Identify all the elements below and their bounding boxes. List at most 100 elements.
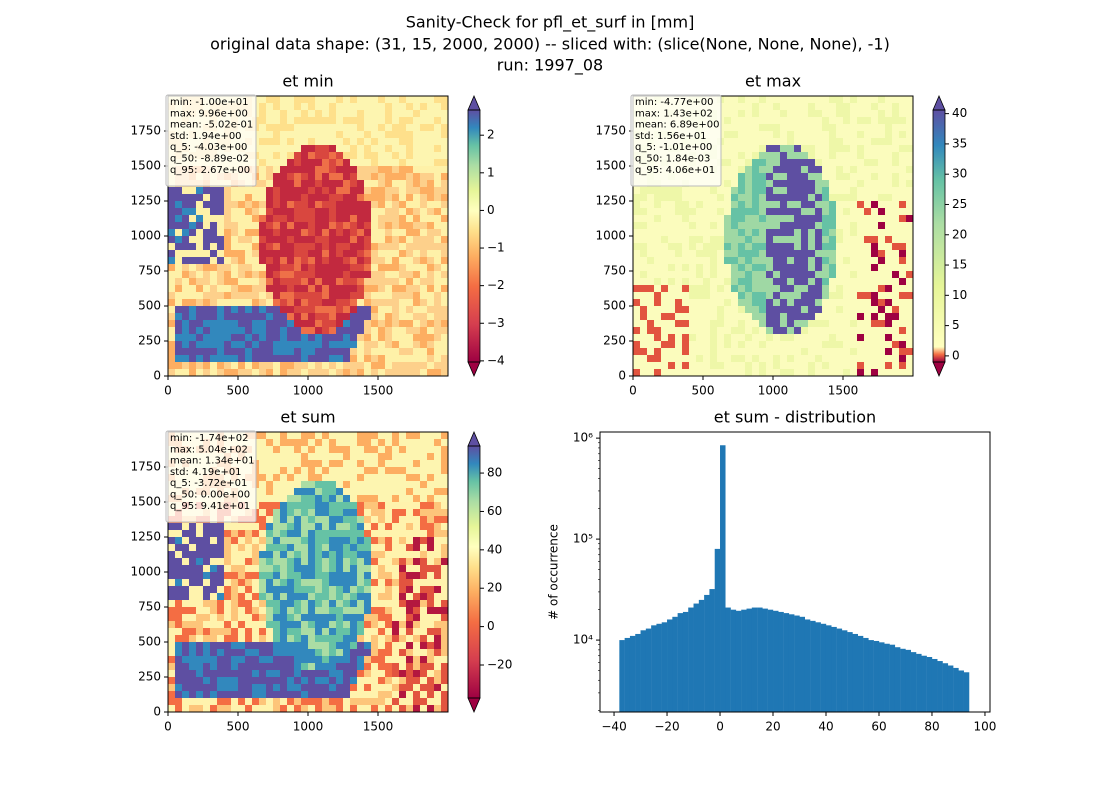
heatmap-cell	[420, 642, 428, 650]
heatmap-cell	[343, 607, 351, 615]
heatmap-cell	[378, 558, 386, 566]
heatmap-cell	[280, 467, 288, 475]
heatmap-cell	[829, 285, 837, 293]
heatmap-cell	[378, 572, 386, 580]
heatmap-cell	[815, 292, 823, 300]
heatmap-cell	[273, 537, 281, 545]
heatmap-cell	[857, 278, 865, 286]
heatmap-cell	[280, 271, 288, 279]
heatmap-cell	[864, 229, 872, 237]
y-tick-label: 0	[153, 369, 161, 383]
heatmap-cell	[780, 173, 788, 181]
heatmap-cell	[654, 250, 662, 258]
heatmap-cell	[175, 320, 183, 328]
heatmap-cell	[231, 271, 239, 279]
heatmap-cell	[850, 124, 858, 132]
heatmap-cell	[168, 614, 176, 622]
heatmap-cell	[794, 166, 802, 174]
heatmap-cell	[336, 446, 344, 454]
heatmap-cell	[350, 453, 358, 461]
heatmap-cell	[441, 285, 449, 293]
heatmap-cell	[280, 572, 288, 580]
heatmap-cell	[633, 313, 641, 321]
heatmap-cell	[378, 705, 386, 713]
heatmap-cell	[329, 642, 337, 650]
heatmap-cell	[203, 600, 211, 608]
heatmap-cell	[378, 138, 386, 146]
heatmap-cell	[399, 614, 407, 622]
heatmap-cell	[829, 369, 837, 377]
heatmap-cell	[329, 229, 337, 237]
heatmap-cell	[675, 187, 683, 195]
heatmap-cell	[766, 341, 774, 349]
heatmap-cell	[266, 236, 274, 244]
heatmap-cell	[266, 117, 274, 125]
heatmap-cell	[871, 299, 879, 307]
heatmap-cell	[350, 96, 358, 104]
heatmap-cell	[885, 271, 893, 279]
heatmap-cell	[836, 117, 844, 125]
heatmap-cell	[182, 670, 190, 678]
heatmap-cell	[322, 530, 330, 538]
heatmap-cell	[420, 257, 428, 265]
heatmap-cell	[322, 523, 330, 531]
heatmap-cell	[364, 124, 372, 132]
heatmap-cell	[189, 320, 197, 328]
heatmap-cell	[259, 124, 267, 132]
heatmap-cell	[413, 705, 421, 713]
heatmap-cell	[196, 558, 204, 566]
heatmap-cell	[427, 670, 435, 678]
heatmap-cell	[850, 292, 858, 300]
heatmap-cell	[245, 334, 253, 342]
heatmap-cell	[280, 642, 288, 650]
heatmap-cell	[871, 264, 879, 272]
heatmap-cell	[238, 292, 246, 300]
heatmap-cell	[441, 369, 449, 377]
heatmap-cell	[252, 537, 260, 545]
heatmap-cell	[336, 467, 344, 475]
heatmap-cell	[336, 432, 344, 440]
heatmap-cell	[773, 124, 781, 132]
heatmap-cell	[885, 257, 893, 265]
heatmap-cell	[906, 201, 914, 209]
heatmap-cell	[315, 362, 323, 370]
heatmap-cell	[168, 705, 176, 713]
histogram-bar	[640, 630, 647, 712]
x-tick-label: 1000	[758, 384, 789, 398]
heatmap-cell	[406, 600, 414, 608]
heatmap-cell	[892, 348, 900, 356]
heatmap-cell	[808, 334, 816, 342]
heatmap-cell	[892, 306, 900, 314]
heatmap-cell	[640, 278, 648, 286]
heatmap-cell	[385, 110, 393, 118]
heatmap-cell	[280, 348, 288, 356]
heatmap-cell	[252, 285, 260, 293]
heatmap-cell	[850, 327, 858, 335]
heatmap-cell	[413, 292, 421, 300]
heatmap-cell	[343, 565, 351, 573]
heatmap-cell	[238, 208, 246, 216]
heatmap-cell	[843, 257, 851, 265]
heatmap-cell	[420, 572, 428, 580]
heatmap-cell	[745, 313, 753, 321]
heatmap-cell	[378, 551, 386, 559]
heatmap-cell	[315, 502, 323, 510]
heatmap-cell	[392, 362, 400, 370]
heatmap-cell	[280, 495, 288, 503]
heatmap-cell	[892, 222, 900, 230]
heatmap-cell	[301, 250, 309, 258]
heatmap-cell	[759, 131, 767, 139]
heatmap-cell	[441, 677, 449, 685]
heatmap-cell	[308, 593, 316, 601]
heatmap-cell	[189, 271, 197, 279]
heatmap-cell	[252, 642, 260, 650]
heatmap-cell	[406, 159, 414, 167]
heatmap-cell	[231, 698, 239, 706]
heatmap-cell	[766, 117, 774, 125]
heatmap-cell	[420, 348, 428, 356]
heatmap-cell	[203, 243, 211, 251]
heatmap-cell	[189, 243, 197, 251]
heatmap-cell	[794, 264, 802, 272]
heatmap-cell	[773, 236, 781, 244]
heatmap-cell	[759, 96, 767, 104]
